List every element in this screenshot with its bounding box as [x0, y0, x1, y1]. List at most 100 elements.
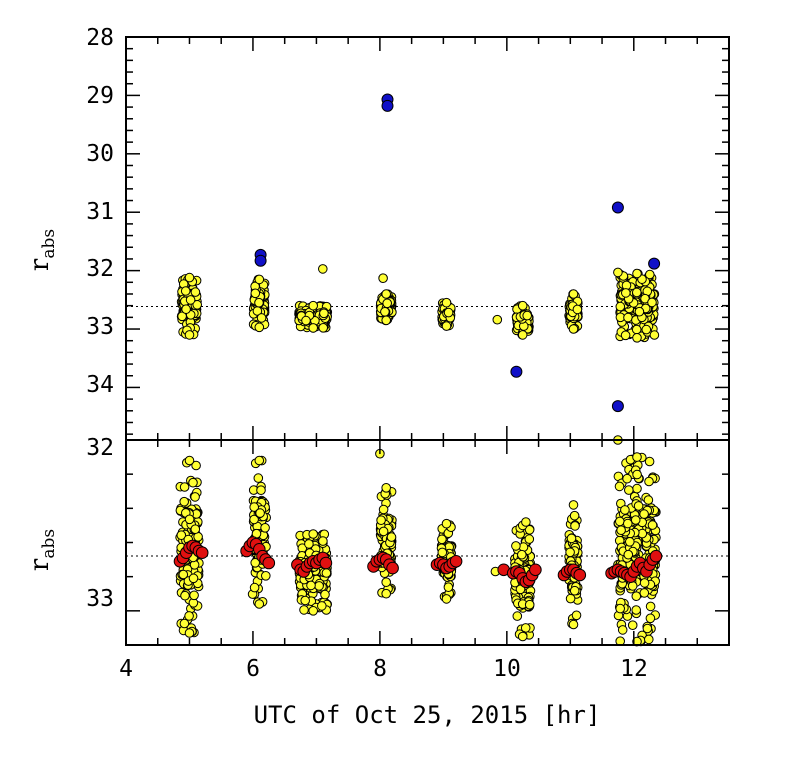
top-data-point [632, 333, 642, 343]
top-y-tick-label: 33 [86, 314, 114, 340]
bottom-data-point [521, 517, 531, 527]
bottom-binned-point [649, 549, 663, 563]
bottom-data-point [568, 619, 579, 630]
bottom-data-point [630, 515, 641, 525]
bottom-data-point [631, 605, 642, 615]
bottom-data-point [179, 482, 190, 492]
bottom-plot-frame [125, 439, 730, 646]
x-tick-labels: 4 6 8 10 12 [119, 656, 648, 682]
bottom-data-point [524, 599, 535, 610]
bottom-data-point [647, 520, 658, 530]
bottom-data-point [249, 502, 259, 512]
bottom-data-point [443, 582, 454, 593]
bottom-data-point [517, 549, 527, 560]
top-data-point [380, 307, 390, 317]
x-tick-label: 10 [493, 656, 521, 682]
top-outlier-point [381, 99, 394, 112]
bottom-data-point [184, 455, 195, 466]
bottom-data-point [381, 588, 392, 599]
bottom-data-point [645, 613, 656, 624]
bottom-data-point [644, 476, 654, 487]
bottom-data-point [623, 549, 634, 560]
bottom-data-point [317, 601, 327, 611]
bottom-data-point [622, 473, 632, 484]
bottom-data-point [249, 514, 259, 525]
bottom-data-point [184, 514, 195, 525]
top-y-tick-label: 34 [86, 372, 114, 398]
bottom-data-point [256, 485, 266, 496]
bottom-data-point [299, 605, 309, 615]
bottom-data-point [249, 582, 260, 593]
bottom-data-point [255, 508, 265, 518]
bottom-data-point [614, 481, 625, 492]
top-outlier-point [510, 365, 523, 378]
bottom-data-point [300, 595, 311, 606]
top-y-axis-label-subscript: abs [39, 229, 59, 259]
bottom-data-point [188, 477, 198, 488]
bottom-data-point [381, 483, 392, 493]
bottom-data-point [566, 533, 577, 544]
top-data-point [568, 324, 579, 334]
bottom-data-point [639, 509, 649, 519]
bottom-data-point [616, 525, 626, 536]
bottom-data-point [570, 521, 580, 531]
bottom-data-point [304, 539, 314, 549]
bottom-data-point [524, 534, 535, 544]
bottom-data-point [645, 601, 656, 612]
bottom-data-point [615, 603, 626, 614]
top-data-point [517, 330, 528, 340]
bottom-data-point [632, 483, 642, 494]
x-tick-label: 4 [119, 656, 133, 682]
top-data-point [382, 298, 393, 309]
x-tick-label: 8 [373, 656, 387, 682]
top-data-point [441, 321, 452, 331]
x-tick-label: 12 [620, 656, 648, 682]
bottom-data-point [184, 628, 195, 638]
bottom-data-point [511, 541, 521, 551]
bottom-binned-point [529, 563, 542, 577]
top-data-point [632, 268, 642, 279]
bottom-data-point [517, 631, 528, 642]
top-data-point [254, 297, 264, 308]
top-data-point [319, 308, 329, 319]
bottom-y-axis-label-main: r [25, 558, 55, 571]
top-data-point [185, 295, 196, 305]
bottom-data-point [378, 526, 389, 537]
bottom-data-point [569, 585, 580, 596]
bottom-scatter-points [173, 435, 663, 647]
top-data-point [378, 273, 388, 284]
bottom-data-point [381, 577, 392, 588]
bottom-data-point [441, 518, 452, 529]
top-data-point [645, 269, 655, 280]
bottom-data-point [632, 452, 642, 462]
bottom-binned-point [449, 555, 463, 568]
top-y-tick-label: 28 [86, 25, 114, 51]
top-y-tick-label: 30 [86, 141, 114, 167]
bottom-binned-point [319, 556, 333, 570]
top-data-point [443, 307, 454, 318]
top-plot-frame [125, 36, 730, 441]
bottom-data-point [254, 455, 265, 466]
top-data-point [184, 330, 195, 340]
bottom-data-point [524, 525, 535, 535]
bottom-data-point [321, 568, 332, 578]
bottom-data-point [624, 485, 634, 495]
bottom-data-point [643, 495, 654, 505]
bottom-data-point [568, 500, 579, 510]
top-data-point [613, 267, 623, 278]
bottom-data-point [386, 532, 397, 542]
top-data-point [632, 287, 642, 298]
top-data-point [381, 289, 392, 299]
bottom-data-point [176, 530, 187, 541]
top-data-point [492, 314, 503, 325]
top-y-tick-label: 32 [86, 256, 114, 282]
top-data-point [190, 287, 201, 297]
bottom-data-point [261, 571, 271, 581]
bottom-data-point [376, 515, 386, 526]
x-tick-label: 6 [246, 656, 260, 682]
bottom-data-point [644, 634, 654, 645]
top-y-tick-labels: 28 29 30 31 32 33 34 [86, 25, 114, 398]
top-data-point [647, 297, 657, 308]
top-data-point [180, 286, 191, 296]
